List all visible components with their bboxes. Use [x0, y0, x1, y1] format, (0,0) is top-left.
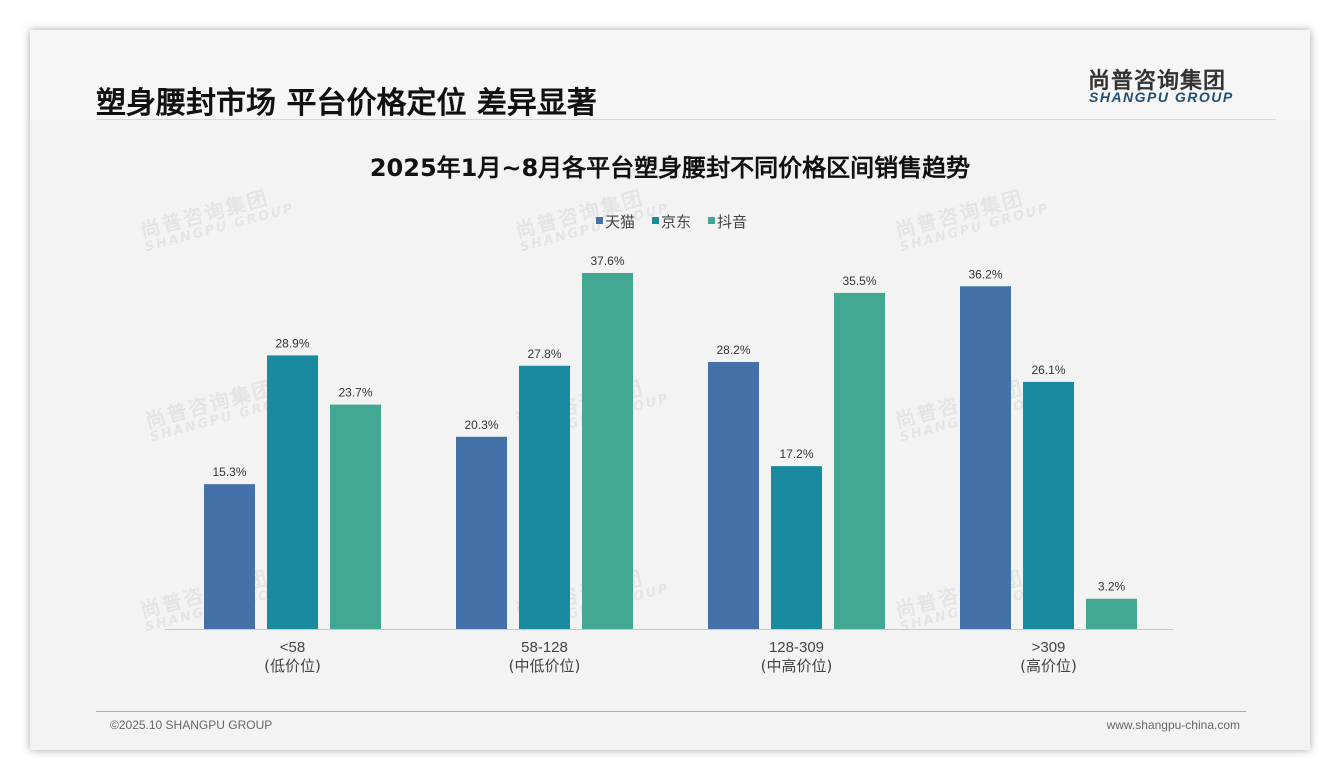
x-tick-sublabel: (中高价位): [761, 657, 833, 675]
data-label: 36.2%: [968, 267, 1002, 281]
x-tick-label: <58: [280, 639, 305, 656]
page-title: 塑身腰封市场 平台价格定位 差异显著: [96, 86, 597, 121]
chart-title: 2025年1月~8月各平台塑身腰封不同价格区间销售趋势: [370, 154, 970, 182]
header-divider: [96, 119, 1276, 120]
data-label: 15.3%: [212, 465, 246, 479]
data-label: 28.2%: [716, 343, 750, 357]
website: www.shangpu-china.com: [1106, 718, 1240, 732]
x-tick-label: 128-309: [769, 639, 824, 656]
data-label: 23.7%: [338, 386, 372, 400]
legend-swatch-0: [596, 217, 603, 224]
data-label: 26.1%: [1031, 363, 1065, 377]
bar-2-1: [582, 273, 633, 629]
x-tick-sublabel: (中低价位): [509, 657, 581, 675]
bar-0-3: [960, 286, 1011, 629]
bar-0-0: [204, 484, 255, 629]
data-label: 28.9%: [275, 336, 309, 350]
data-label: 17.2%: [779, 447, 813, 461]
x-tick-label: >309: [1032, 639, 1066, 656]
data-label: 35.5%: [842, 274, 876, 288]
bar-2-0: [330, 404, 381, 629]
bar-2-3: [1086, 598, 1137, 629]
footer-divider: [96, 711, 1246, 712]
legend-swatch-2: [708, 217, 715, 224]
x-tick-label: 58-128: [521, 639, 568, 656]
data-label: 37.6%: [590, 254, 624, 268]
x-tick-sublabel: (低价位): [264, 657, 321, 675]
x-tick-sublabel: (高价位): [1020, 657, 1077, 675]
logo-text-cn: 尚普咨询集团: [1088, 69, 1227, 94]
logo-text-en: SHANGPU GROUP: [1089, 89, 1234, 105]
bar-2-2: [834, 292, 885, 629]
bar-0-2: [708, 362, 759, 629]
bar-1-0: [267, 355, 318, 629]
bar-0-1: [456, 436, 507, 629]
bar-1-2: [771, 466, 822, 629]
data-label: 27.8%: [527, 347, 561, 361]
copyright: ©2025.10 SHANGPU GROUP: [110, 718, 273, 732]
bar-1-3: [1023, 381, 1074, 629]
bar-1-1: [519, 365, 570, 629]
legend-label-0: 天猫: [605, 213, 635, 231]
legend-label-1: 京东: [661, 213, 691, 231]
data-label: 3.2%: [1098, 580, 1126, 594]
header: [30, 30, 1310, 120]
legend-label-2: 抖音: [717, 213, 747, 231]
data-label: 20.3%: [464, 418, 498, 432]
legend-swatch-1: [652, 217, 659, 224]
